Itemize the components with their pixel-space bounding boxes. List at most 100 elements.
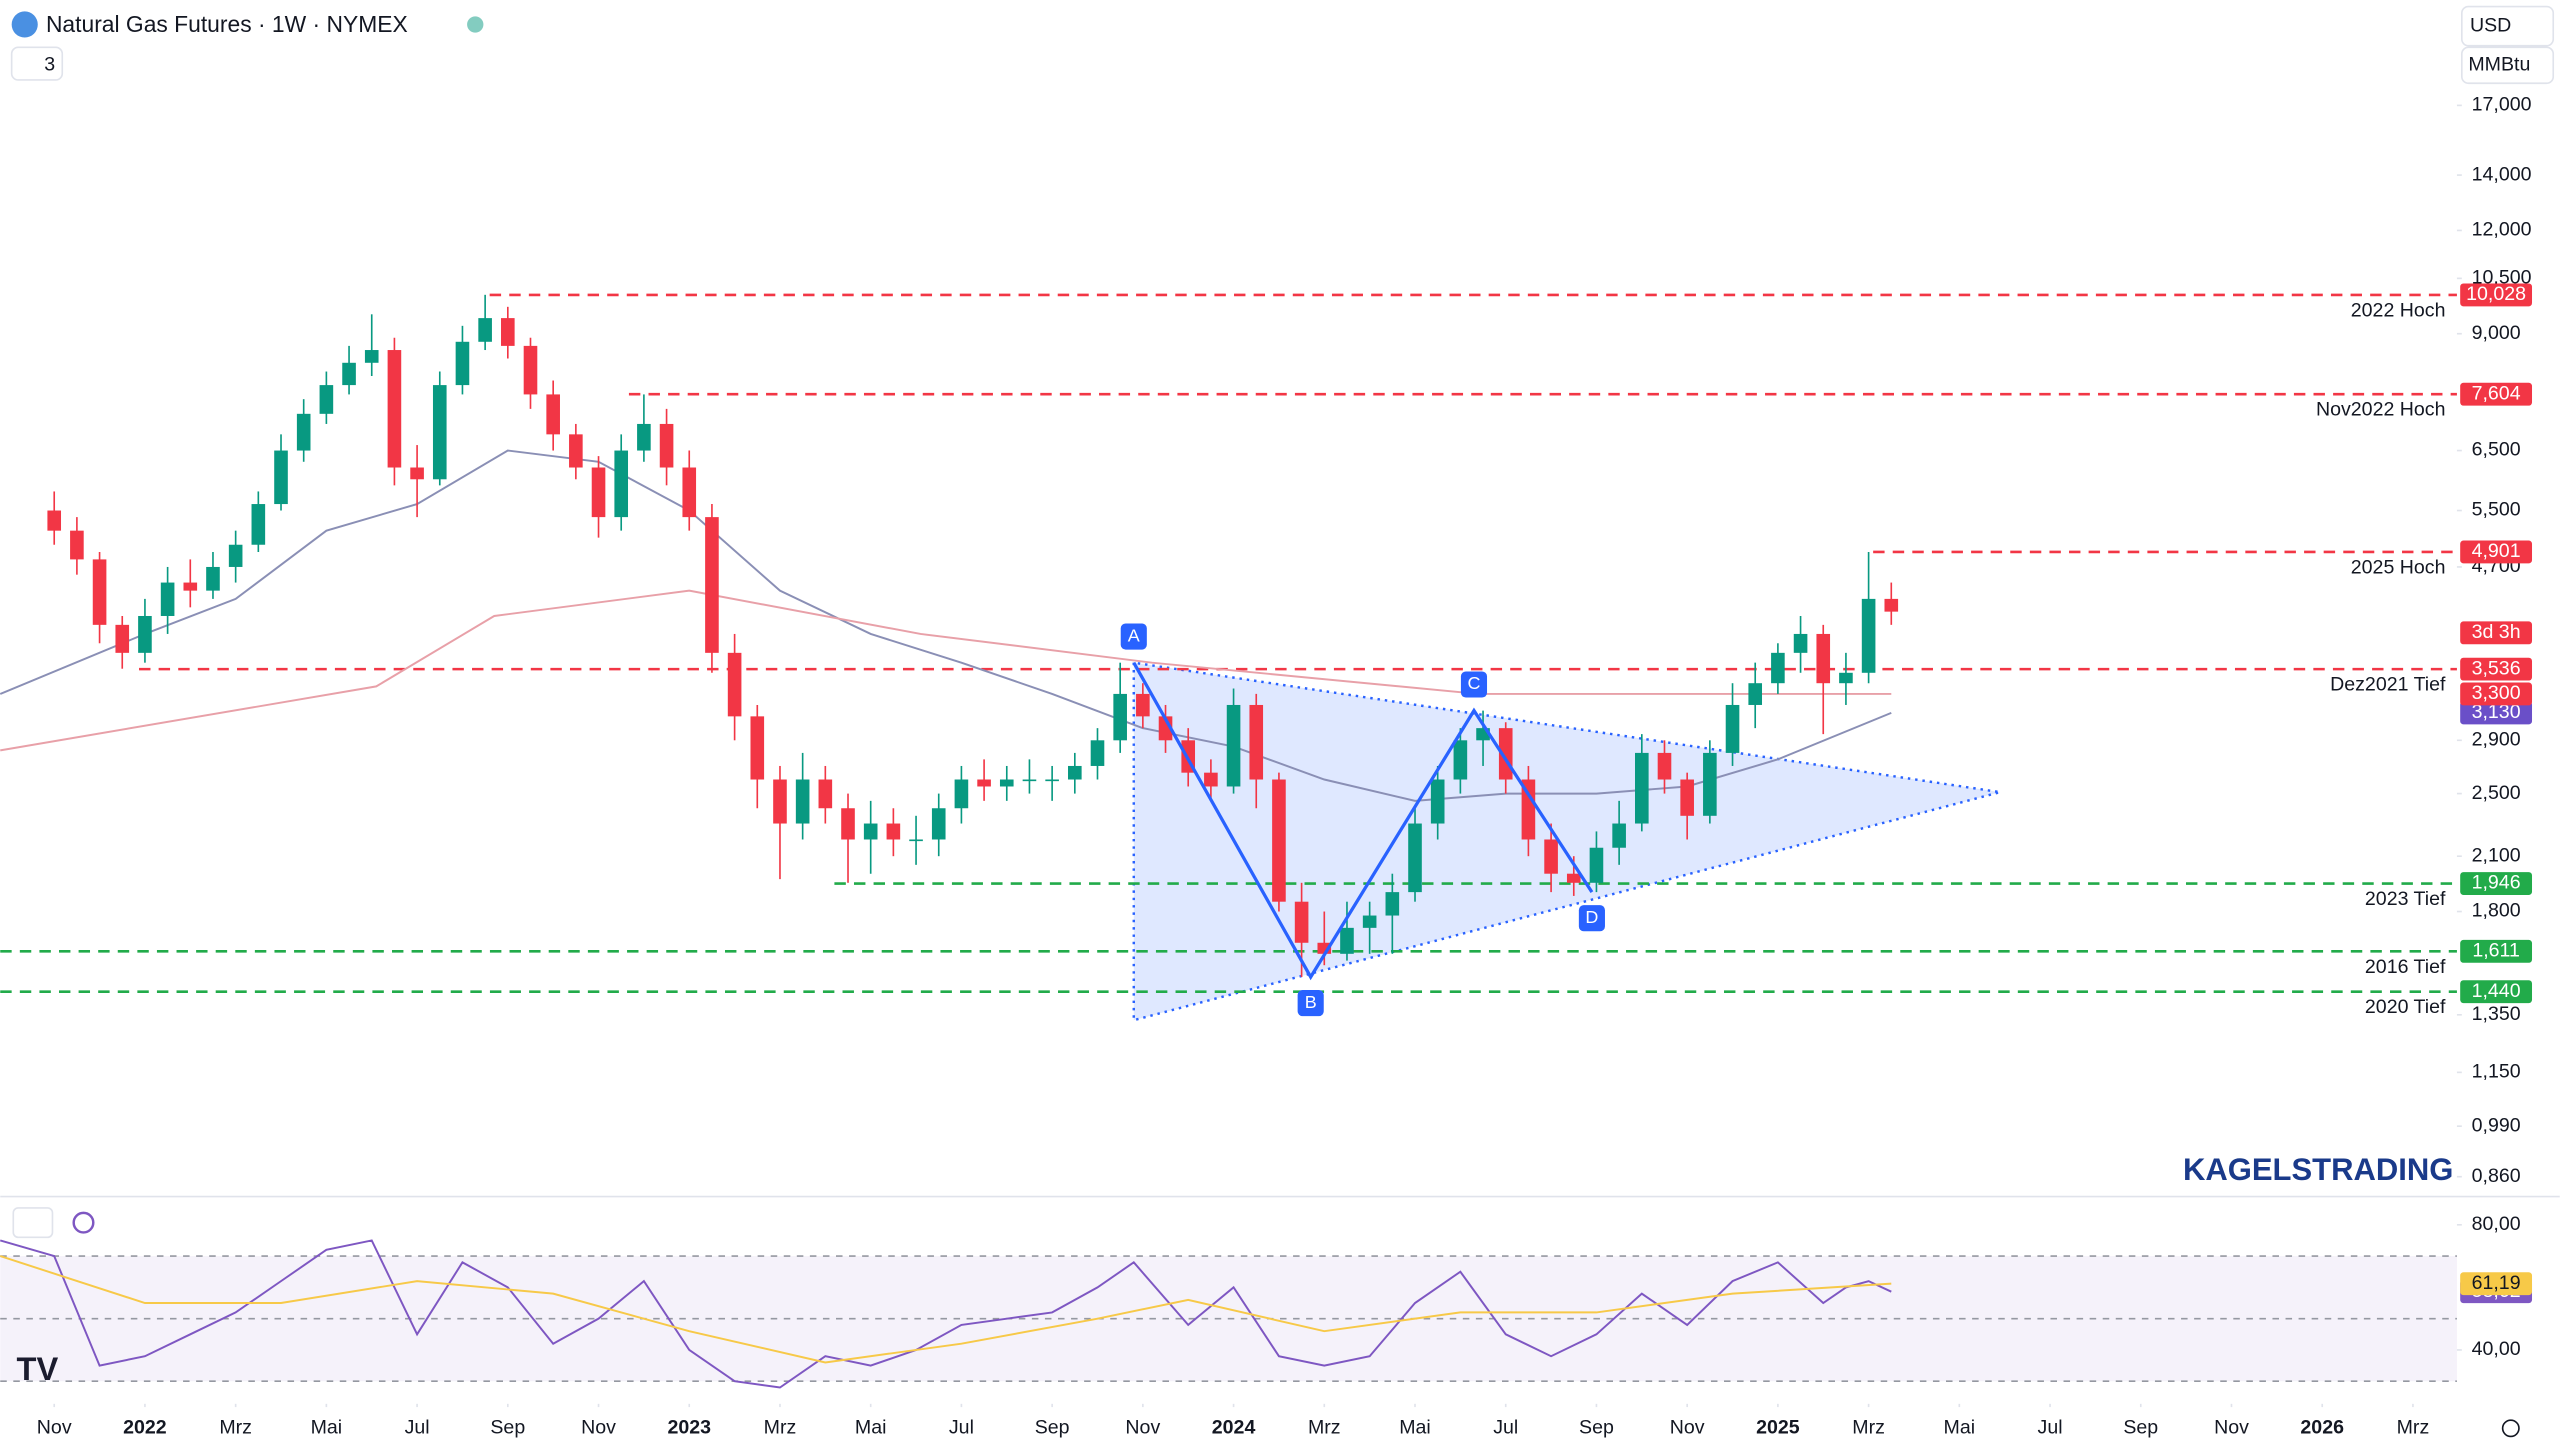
y-tick-label: 9,000: [2472, 322, 2521, 344]
price-box: [2460, 283, 2533, 307]
candle-body: [931, 808, 946, 840]
x-tick-label: Jul: [1493, 1416, 1518, 1438]
candle-body: [274, 450, 288, 505]
unit-button[interactable]: [2461, 46, 2555, 85]
candle-body: [1453, 740, 1468, 780]
price-box: [2460, 540, 2533, 564]
pattern-point-label: D: [1585, 907, 1598, 927]
y-tick-label: 0,990: [2472, 1114, 2521, 1136]
candle-body: [999, 779, 1014, 787]
y-tick-label: 1,150: [2472, 1061, 2521, 1083]
unit: MMBtu: [2468, 53, 2530, 75]
indicator-count: 3: [44, 53, 55, 75]
candle-body: [1839, 672, 1853, 684]
moving-average: [0, 589, 1892, 752]
price-box-label: 3,536: [2472, 657, 2521, 679]
rsi-box-label: 61,19: [2472, 1272, 2521, 1294]
pane-collapse[interactable]: [12, 1207, 54, 1239]
candle-body: [455, 341, 470, 386]
price-box-label: 1,611: [2472, 940, 2520, 962]
currency-button[interactable]: [2461, 5, 2555, 47]
candle-body: [501, 318, 515, 346]
candle-body: [432, 385, 447, 480]
level-name: Nov2022 Hoch: [2316, 399, 2446, 421]
candle-body: [546, 394, 560, 435]
candle-body: [591, 467, 606, 518]
x-tick-label: Nov: [581, 1416, 616, 1438]
candle-body: [705, 517, 719, 653]
symbol-title: Natural Gas Futures · 1W · NYMEX: [46, 11, 408, 37]
rsi-line: [0, 1239, 1892, 1389]
candle-body: [977, 779, 991, 787]
price-box: [2460, 382, 2533, 406]
x-tick-label: Jul: [949, 1416, 974, 1438]
candle-body: [682, 467, 697, 518]
candle-body: [138, 615, 152, 653]
y-tick-label: 5,500: [2472, 499, 2521, 521]
candle-body: [1113, 693, 1127, 741]
y-tick-label: 1,800: [2472, 900, 2521, 922]
candle-body: [1725, 704, 1740, 753]
candle-body: [1408, 823, 1422, 893]
level-name: 2022 Hoch: [2351, 299, 2446, 321]
x-tick-label: Sep: [2123, 1416, 2158, 1438]
pattern-point-box: [1578, 905, 1605, 932]
candle-body: [954, 779, 969, 809]
price-box-label: 4,901: [2472, 540, 2521, 562]
candle-body: [886, 823, 901, 840]
candle-body: [1771, 652, 1785, 684]
pattern-point-box: [1297, 990, 1324, 1017]
candle-body: [47, 510, 62, 531]
x-tick-label: Jul: [2038, 1416, 2063, 1438]
countdown: 3d 3h: [2472, 621, 2521, 643]
candle-body: [1657, 752, 1672, 780]
candle-body: [1294, 901, 1309, 943]
candle-body: [1635, 752, 1649, 824]
x-tick-label: Sep: [490, 1416, 525, 1438]
candle-body: [1566, 873, 1581, 883]
x-tick-label: Mrz: [2397, 1416, 2430, 1438]
pattern-point-label: A: [1128, 625, 1140, 645]
level-name: 2016 Tief: [2365, 956, 2446, 978]
y-tick-label: 1,350: [2472, 1003, 2521, 1025]
y-tick-label: 17,000: [2472, 94, 2532, 116]
x-tick-label: Mrz: [1852, 1416, 1885, 1438]
y-tick-label: 12,000: [2472, 219, 2532, 241]
rsi-tick-label: 40,00: [2472, 1338, 2521, 1360]
price-box: [2460, 657, 2533, 681]
x-tick-label: Mrz: [1308, 1416, 1341, 1438]
candle-body: [1612, 823, 1626, 848]
pattern-point-box: [1120, 623, 1147, 650]
candle-body: [1317, 942, 1332, 954]
x-tick-label: 2024: [1212, 1416, 1256, 1438]
candle-body: [1226, 704, 1241, 787]
candle-body: [795, 779, 810, 824]
candle-body: [1589, 847, 1604, 883]
logo: TV: [17, 1350, 59, 1387]
symbol-icon: [11, 11, 38, 38]
level-name: 2025 Hoch: [2351, 556, 2446, 578]
x-tick-label: Nov: [2214, 1416, 2249, 1438]
candle-body: [1385, 892, 1400, 916]
price-box: [2460, 980, 2533, 1004]
settings-icon[interactable]: [2501, 1419, 2520, 1438]
price-box-label: 10,028: [2466, 283, 2526, 305]
candle-body: [296, 413, 311, 451]
candle-body: [228, 544, 243, 567]
triangle: [1132, 661, 2001, 1022]
indicator-toggle[interactable]: [10, 46, 64, 81]
candle-body: [727, 652, 742, 717]
candle-body: [1816, 633, 1831, 684]
pane-refresh[interactable]: [72, 1211, 95, 1234]
candle-body: [1748, 683, 1763, 705]
candle-body: [1793, 633, 1808, 653]
level-name: 2020 Tief: [2365, 996, 2446, 1018]
countdown-box: [2460, 621, 2533, 645]
candle-body: [1068, 765, 1082, 780]
ma-box: [2460, 701, 2533, 725]
candle-body: [1090, 740, 1105, 766]
candle-body: [1136, 693, 1150, 717]
candle-body: [750, 716, 765, 780]
y-tick-label: 10,500: [2472, 267, 2532, 289]
